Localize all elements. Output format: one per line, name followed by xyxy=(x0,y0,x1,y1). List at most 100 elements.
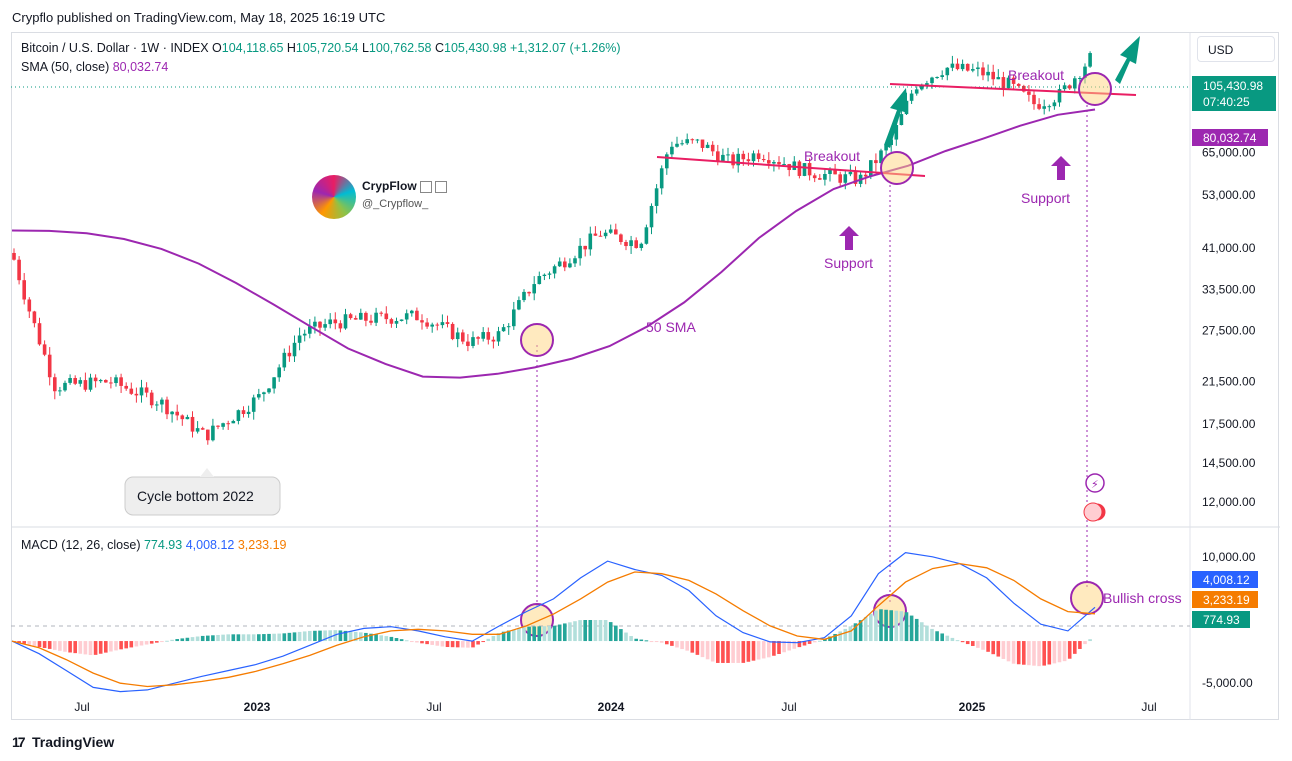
candle-body xyxy=(608,229,613,233)
chart-frame[interactable] xyxy=(11,32,1279,720)
hist-bar xyxy=(461,641,465,648)
candle-body xyxy=(73,377,77,384)
candle-body xyxy=(991,71,995,80)
time-tick: Jul xyxy=(781,700,796,714)
candle-body xyxy=(583,245,587,250)
candle-body xyxy=(823,174,827,180)
candle-body xyxy=(149,392,154,406)
sma-badge xyxy=(1192,129,1268,146)
hist-bar xyxy=(1006,641,1011,662)
hist-bar xyxy=(282,633,287,642)
hist-bar xyxy=(445,641,450,648)
up-arrow-icon xyxy=(1051,156,1071,180)
candle-body xyxy=(160,399,164,405)
hist-bar xyxy=(675,641,679,648)
candle-body xyxy=(282,352,287,368)
candle-body xyxy=(445,322,450,324)
candle-body xyxy=(486,332,491,340)
candle-body xyxy=(267,388,271,393)
hist-bar xyxy=(308,630,312,642)
candle-body xyxy=(318,321,322,328)
hist-bar xyxy=(277,633,281,642)
hist-bar xyxy=(139,641,144,646)
macd-tick: -5,000.00 xyxy=(1202,676,1253,690)
macd-badge-label: 4,008.12 xyxy=(1203,573,1250,587)
flag-icon[interactable] xyxy=(1083,502,1103,522)
hist-bar xyxy=(603,620,608,642)
candle-body xyxy=(27,299,32,312)
support-label: Support xyxy=(824,255,873,271)
candle-body xyxy=(588,233,593,250)
hist-bar xyxy=(471,641,475,648)
currency-button[interactable]: USD xyxy=(1197,36,1275,62)
hist-bar xyxy=(787,641,791,651)
hist-bar xyxy=(1083,641,1087,645)
candle-body xyxy=(955,63,960,70)
candle-body xyxy=(863,174,868,177)
trendline[interactable] xyxy=(656,156,926,177)
hist-bar xyxy=(328,630,332,642)
candle-body xyxy=(68,377,72,383)
hist-bar xyxy=(772,641,776,656)
hist-bar xyxy=(399,639,404,642)
hist-bar xyxy=(833,633,837,642)
hist-bar xyxy=(384,636,389,642)
candle-body xyxy=(899,114,904,126)
hist-bar xyxy=(491,635,496,642)
candle-body xyxy=(552,266,557,274)
open-value: 104,118.65 xyxy=(221,41,284,55)
macd-axis[interactable]: 10,000.00 -5,000.00 xyxy=(1202,550,1256,690)
candle-body xyxy=(83,380,88,390)
hist-bar xyxy=(619,629,623,642)
candle-body xyxy=(1006,77,1011,89)
candle-body xyxy=(517,300,521,310)
candle-body xyxy=(578,245,582,259)
hist-bar xyxy=(211,635,215,642)
candle-body xyxy=(782,164,786,166)
open-label: O xyxy=(212,41,222,55)
hist-bar xyxy=(435,641,440,646)
hist-bar xyxy=(823,639,827,642)
hist-bar xyxy=(226,634,230,642)
hist-bar xyxy=(231,634,236,642)
highlight-circle xyxy=(1078,72,1112,106)
sma-badge-label: 80,032.74 xyxy=(1203,131,1257,145)
candle-body xyxy=(180,415,185,420)
tradingview-logo[interactable]: 17 TradingView xyxy=(12,734,114,750)
hist-bar xyxy=(78,641,83,654)
hist-bar xyxy=(991,641,995,655)
lightning-icon[interactable] xyxy=(1085,473,1105,493)
candle-body xyxy=(705,144,710,148)
hist-bar xyxy=(741,641,746,663)
price-tick: 33,500.00 xyxy=(1202,283,1256,297)
hist-bar xyxy=(180,638,185,642)
hist-bar xyxy=(476,641,480,645)
time-tick: 2025 xyxy=(959,700,986,714)
hist-bar xyxy=(593,620,598,642)
candle-body xyxy=(297,335,302,343)
candle-body xyxy=(996,77,1001,80)
chart-icon xyxy=(419,180,432,193)
candles xyxy=(12,51,1092,445)
candle-body xyxy=(410,310,414,314)
candle-body xyxy=(104,380,108,383)
hist-bar xyxy=(221,634,225,642)
candle-body xyxy=(909,93,914,101)
candle-body xyxy=(190,416,195,432)
hist-bar xyxy=(557,624,562,642)
candle-body xyxy=(848,171,853,175)
candle-body xyxy=(404,313,409,320)
hist-bar xyxy=(185,637,190,642)
hist-bar xyxy=(348,631,353,642)
price-axis[interactable]: 65,000.00 53,000.00 41,000.00 33,500.00 27,5… xyxy=(1202,146,1256,509)
hist-bar xyxy=(578,620,582,642)
hist-bar xyxy=(73,641,77,654)
hist-bar xyxy=(869,613,873,642)
time-axis[interactable]: Jul 2023 Jul 2024 Jul 2025 Jul xyxy=(74,700,1156,714)
candle-body xyxy=(37,323,42,345)
breakout-label: Breakout xyxy=(1008,67,1064,83)
hist-bar xyxy=(659,641,664,643)
hist-bar xyxy=(1037,641,1041,667)
hist-bar xyxy=(802,641,807,646)
